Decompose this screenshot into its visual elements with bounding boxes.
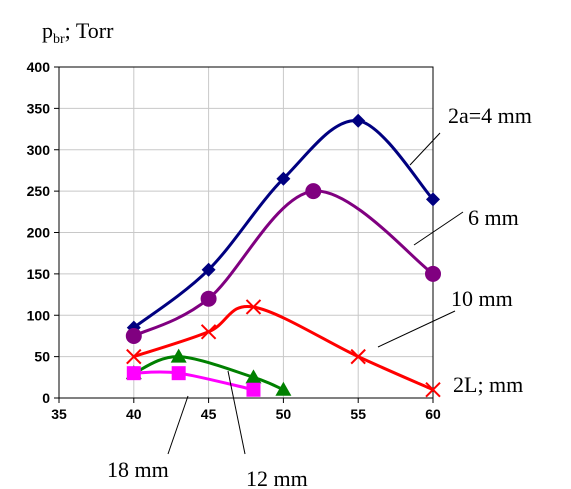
series-label: 2a=4 mm [448,103,532,128]
data-point [276,171,291,186]
y-tick-label: 150 [27,266,51,282]
series-2 [126,299,441,398]
x-tick-label: 50 [276,406,292,422]
y-tick-label: 50 [34,349,50,365]
y-axis-label: pbr; Torr [42,18,114,47]
data-point [171,366,186,381]
data-point [425,382,441,398]
series-line [133,304,434,392]
series-label: 12 mm [246,466,308,489]
data-point [200,324,217,340]
y-tick-label: 250 [27,183,51,199]
series-label: 6 mm [468,205,519,230]
series-1 [125,183,441,344]
y-tick-label: 300 [27,142,51,158]
series-label-leader [409,132,441,166]
y-tick-label: 400 [27,59,51,75]
x-tick-label: 60 [425,406,441,422]
series-4 [126,366,261,397]
data-point [201,262,216,277]
label-layer: 2a=4 mm 6 mm 10 mm 12 mm 18 mm [107,103,532,489]
x-tick-label: 40 [126,406,142,422]
series-label: 10 mm [451,286,513,311]
x-tick-label: 35 [51,406,67,422]
series-label-leader [377,310,456,348]
y-tick-label: 100 [27,307,51,323]
data-point [425,265,441,282]
data-point [245,299,262,315]
y-axis-label-rest: ; Torr [65,18,114,43]
data-point [305,183,322,200]
y-axis-label-sub: br [53,32,65,47]
series-label: 18 mm [107,457,169,482]
series-line [133,370,254,392]
data-point [126,348,142,365]
data-point [245,369,262,384]
series-0 [126,113,440,335]
series-line [133,355,285,392]
series-layer [125,113,441,398]
data-point [200,290,217,307]
series-3 [125,348,292,396]
series-line [133,189,434,338]
axes: 35 40 45 50 55 60 0 50 100 150 200 250 300 350 400 [27,59,441,422]
data-point [246,382,261,397]
x-tick-label: 45 [201,406,217,422]
y-tick-label: 0 [42,390,50,406]
series-label-leader [413,211,464,246]
data-point [125,327,142,344]
y-tick-label: 200 [27,225,51,241]
data-point [351,113,366,128]
y-tick-label: 350 [27,100,51,116]
x-tick-label: 55 [350,406,366,422]
data-point [126,366,141,381]
data-point [426,192,440,207]
data-point [350,348,366,365]
series-label-leader [167,395,189,455]
y-axis-label-main: p [42,18,53,43]
x-axis-label: 2L; mm [453,372,523,397]
data-point [275,381,292,396]
series-label-leader [227,370,246,455]
gridlines [59,67,433,398]
data-point [170,348,187,363]
